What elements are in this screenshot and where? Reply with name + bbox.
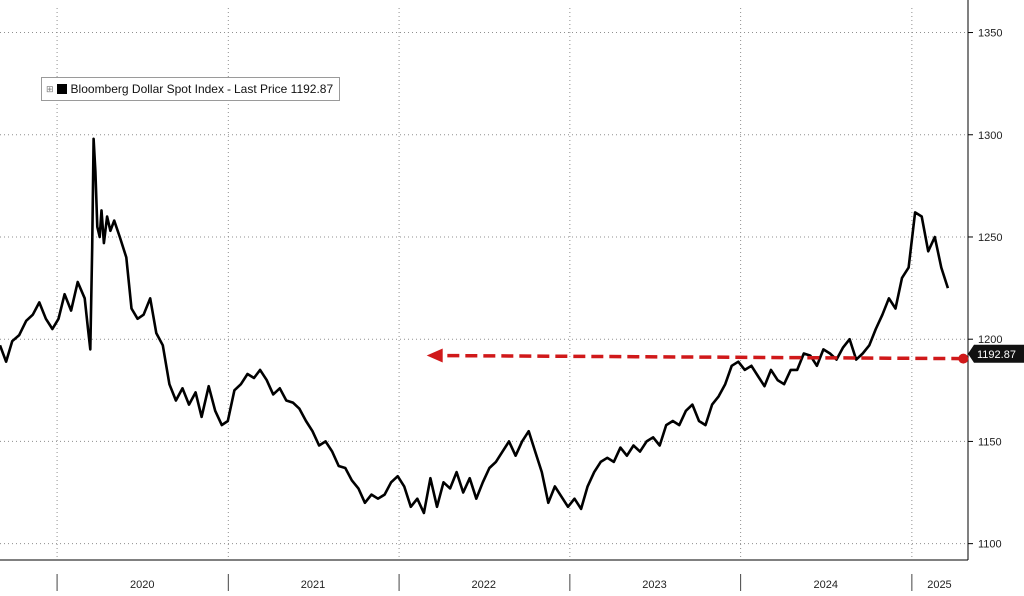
x-tick-label: 2024 [814, 579, 838, 591]
arrow-head [426, 348, 443, 363]
last-price-tag [968, 344, 1024, 363]
legend-value: 1192.87 [290, 82, 334, 96]
last-price-label: 1192.87 [977, 349, 1016, 361]
annotation-layer: 1192.87 [426, 344, 1024, 364]
x-tick-label: 2020 [130, 579, 154, 591]
y-tick-label: 1300 [978, 130, 1002, 142]
tick-labels: 1100 1150 1200 1250 1300 1350 2020 2021 2022 2023… [130, 28, 1002, 591]
x-tick-label: 2021 [301, 579, 325, 591]
chart-legend[interactable]: ⊞ Bloomberg Dollar Spot Index - Last Pri… [41, 77, 341, 101]
y-tick-label: 1350 [978, 28, 1002, 40]
series-layer [0, 137, 950, 515]
x-tick-label: 2025 [927, 579, 951, 591]
y-tick-label: 1150 [978, 436, 1002, 448]
series-line [0, 137, 950, 515]
legend-swatch [56, 84, 67, 94]
arrow-dashed-line [438, 353, 964, 361]
arrow-origin-dot [958, 353, 969, 364]
square-plus-icon[interactable]: ⊞ [46, 83, 54, 94]
legend-series-name: Bloomberg Dollar Spot Index [70, 82, 224, 96]
y-tick-label: 1250 [978, 232, 1002, 244]
axes [0, 0, 973, 591]
y-tick-label: 1200 [978, 334, 1002, 346]
y-tick-label: 1100 [978, 539, 1002, 551]
legend-separator: - [226, 82, 231, 96]
x-tick-label: 2022 [472, 579, 496, 591]
x-tick-label: 2023 [642, 579, 666, 591]
legend-metric: Last Price [233, 82, 288, 96]
